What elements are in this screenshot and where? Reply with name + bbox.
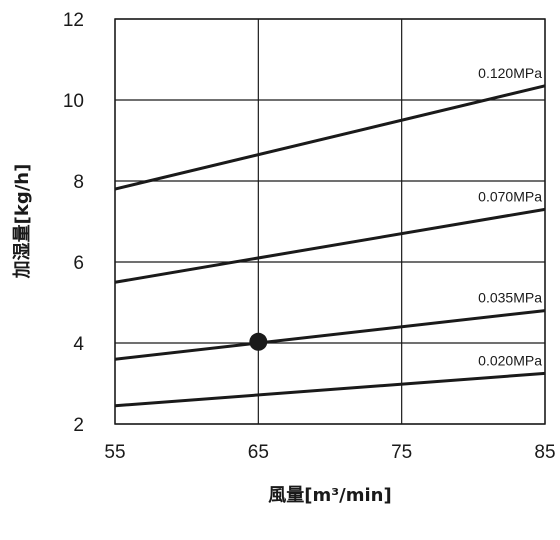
highlight-point-layer [249, 332, 268, 351]
y-tick-label: 2 [73, 415, 84, 436]
x-tick-label: 85 [534, 442, 555, 463]
series-labels: 0.120MPa 0.070MPa 0.035MPa 0.020MPa [478, 65, 542, 369]
series-line [114, 309, 546, 361]
x-tick-label: 75 [391, 442, 412, 463]
series-label: 0.120MPa [478, 65, 542, 81]
y-tick-label: 6 [73, 253, 84, 274]
y-tick-label: 8 [73, 172, 84, 193]
y-tick-label: 4 [73, 334, 84, 355]
series-label: 0.020MPa [478, 352, 542, 368]
x-tick-label: 65 [248, 442, 269, 463]
y-tick-label: 10 [63, 91, 84, 112]
x-tick-labels: 55 65 75 85 [104, 442, 555, 463]
series-label: 0.070MPa [478, 188, 542, 204]
y-axis-title: 加湿量[kg/h] [11, 164, 33, 280]
y-tick-label: 12 [63, 10, 84, 31]
series-line [114, 84, 546, 191]
x-tick-label: 55 [104, 442, 125, 463]
series-line [114, 207, 546, 284]
series-lines [114, 84, 546, 408]
series-label: 0.035MPa [478, 290, 542, 306]
plot-frame [114, 18, 546, 425]
series-line [114, 371, 546, 408]
highlight-point [249, 332, 268, 351]
x-axis-title: 風量[m³/min] [268, 484, 391, 506]
y-tick-labels: 2 4 6 8 10 12 [63, 10, 85, 436]
